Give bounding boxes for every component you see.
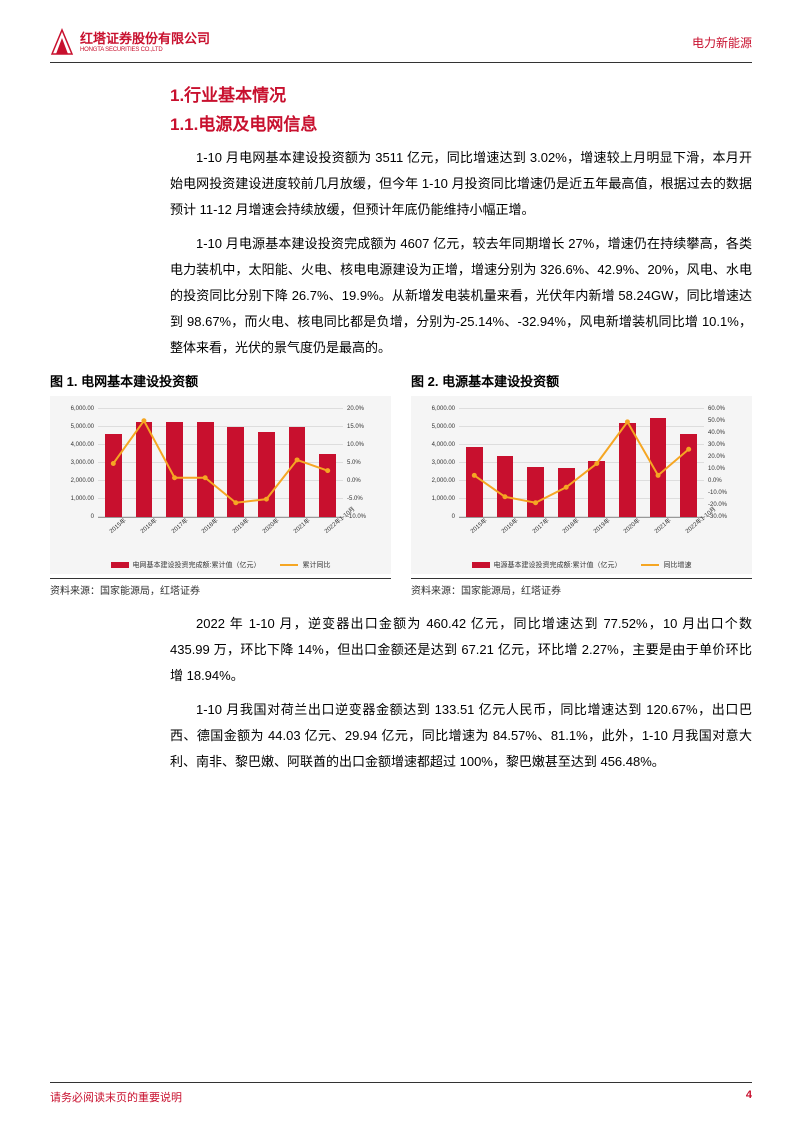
heading-1-1: 1.1.电源及电网信息: [170, 110, 752, 135]
chart-2-canvas: 01,000.002,000.003,000.004,000.005,000.0…: [417, 404, 746, 544]
chart-2-box: 01,000.002,000.003,000.004,000.005,000.0…: [411, 396, 752, 574]
chart-2-title: 图 2. 电源基本建设投资额: [411, 371, 752, 390]
chart-1-legend-line: 累计同比: [280, 560, 330, 570]
logo: 红塔证券股份有限公司 HONGTA SECURITIES CO.,LTD: [50, 28, 210, 56]
chart-1-legend: 电网基本建设投资完成额:累计值（亿元） 累计同比: [56, 560, 385, 570]
line-swatch: [641, 564, 659, 566]
chart-2-legend-line-label: 同比增速: [663, 560, 691, 570]
chart-1-legend-bar: 电网基本建设投资完成额:累计值（亿元）: [111, 560, 261, 570]
content: 1.行业基本情况 1.1.电源及电网信息 1-10 月电网基本建设投资额为 35…: [0, 81, 802, 775]
chart-1-canvas: 01,000.002,000.003,000.004,000.005,000.0…: [56, 404, 385, 544]
footer-disclaimer: 请务必阅读末页的重要说明: [50, 1089, 182, 1105]
chart-1-legend-bar-label: 电网基本建设投资完成额:累计值（亿元）: [133, 560, 261, 570]
heading-1: 1.行业基本情况: [170, 81, 752, 106]
chart-1: 图 1. 电网基本建设投资额 01,000.002,000.003,000.00…: [50, 371, 391, 597]
logo-en: HONGTA SECURITIES CO.,LTD: [80, 47, 210, 53]
chart-1-box: 01,000.002,000.003,000.004,000.005,000.0…: [50, 396, 391, 574]
chart-1-title: 图 1. 电网基本建设投资额: [50, 371, 391, 390]
paragraph-3: 2022 年 1-10 月，逆变器出口金额为 460.42 亿元，同比增速达到 …: [170, 611, 752, 689]
bar-swatch: [111, 562, 129, 568]
charts-row: 图 1. 电网基本建设投资额 01,000.002,000.003,000.00…: [50, 371, 752, 597]
paragraph-4: 1-10 月我国对荷兰出口逆变器金额达到 133.51 亿元人民币，同比增速达到…: [170, 697, 752, 775]
page: 红塔证券股份有限公司 HONGTA SECURITIES CO.,LTD 电力新…: [0, 0, 802, 1133]
logo-cn: 红塔证券股份有限公司: [80, 32, 210, 45]
line-swatch: [280, 564, 298, 566]
logo-icon: [50, 28, 74, 56]
chart-2-legend-bar: 电源基本建设投资完成额:累计值（亿元）: [472, 560, 622, 570]
chart-2-legend-bar-label: 电源基本建设投资完成额:累计值（亿元）: [494, 560, 622, 570]
paragraph-2: 1-10 月电源基本建设投资完成额为 4607 亿元，较去年同期增长 27%，增…: [170, 231, 752, 361]
chart-2: 图 2. 电源基本建设投资额 01,000.002,000.003,000.00…: [411, 371, 752, 597]
footer: 请务必阅读末页的重要说明 4: [50, 1082, 752, 1105]
chart-2-legend: 电源基本建设投资完成额:累计值（亿元） 同比增速: [417, 560, 746, 570]
header: 红塔证券股份有限公司 HONGTA SECURITIES CO.,LTD 电力新…: [50, 0, 752, 63]
page-number: 4: [746, 1089, 752, 1105]
chart-1-legend-line-label: 累计同比: [302, 560, 330, 570]
sector-label: 电力新能源: [692, 34, 752, 51]
chart-2-source: 资料来源：国家能源局，红塔证券: [411, 578, 752, 597]
paragraph-1: 1-10 月电网基本建设投资额为 3511 亿元，同比增速达到 3.02%，增速…: [170, 145, 752, 223]
chart-2-legend-line: 同比增速: [641, 560, 691, 570]
bar-swatch: [472, 562, 490, 568]
chart-1-source: 资料来源：国家能源局，红塔证券: [50, 578, 391, 597]
